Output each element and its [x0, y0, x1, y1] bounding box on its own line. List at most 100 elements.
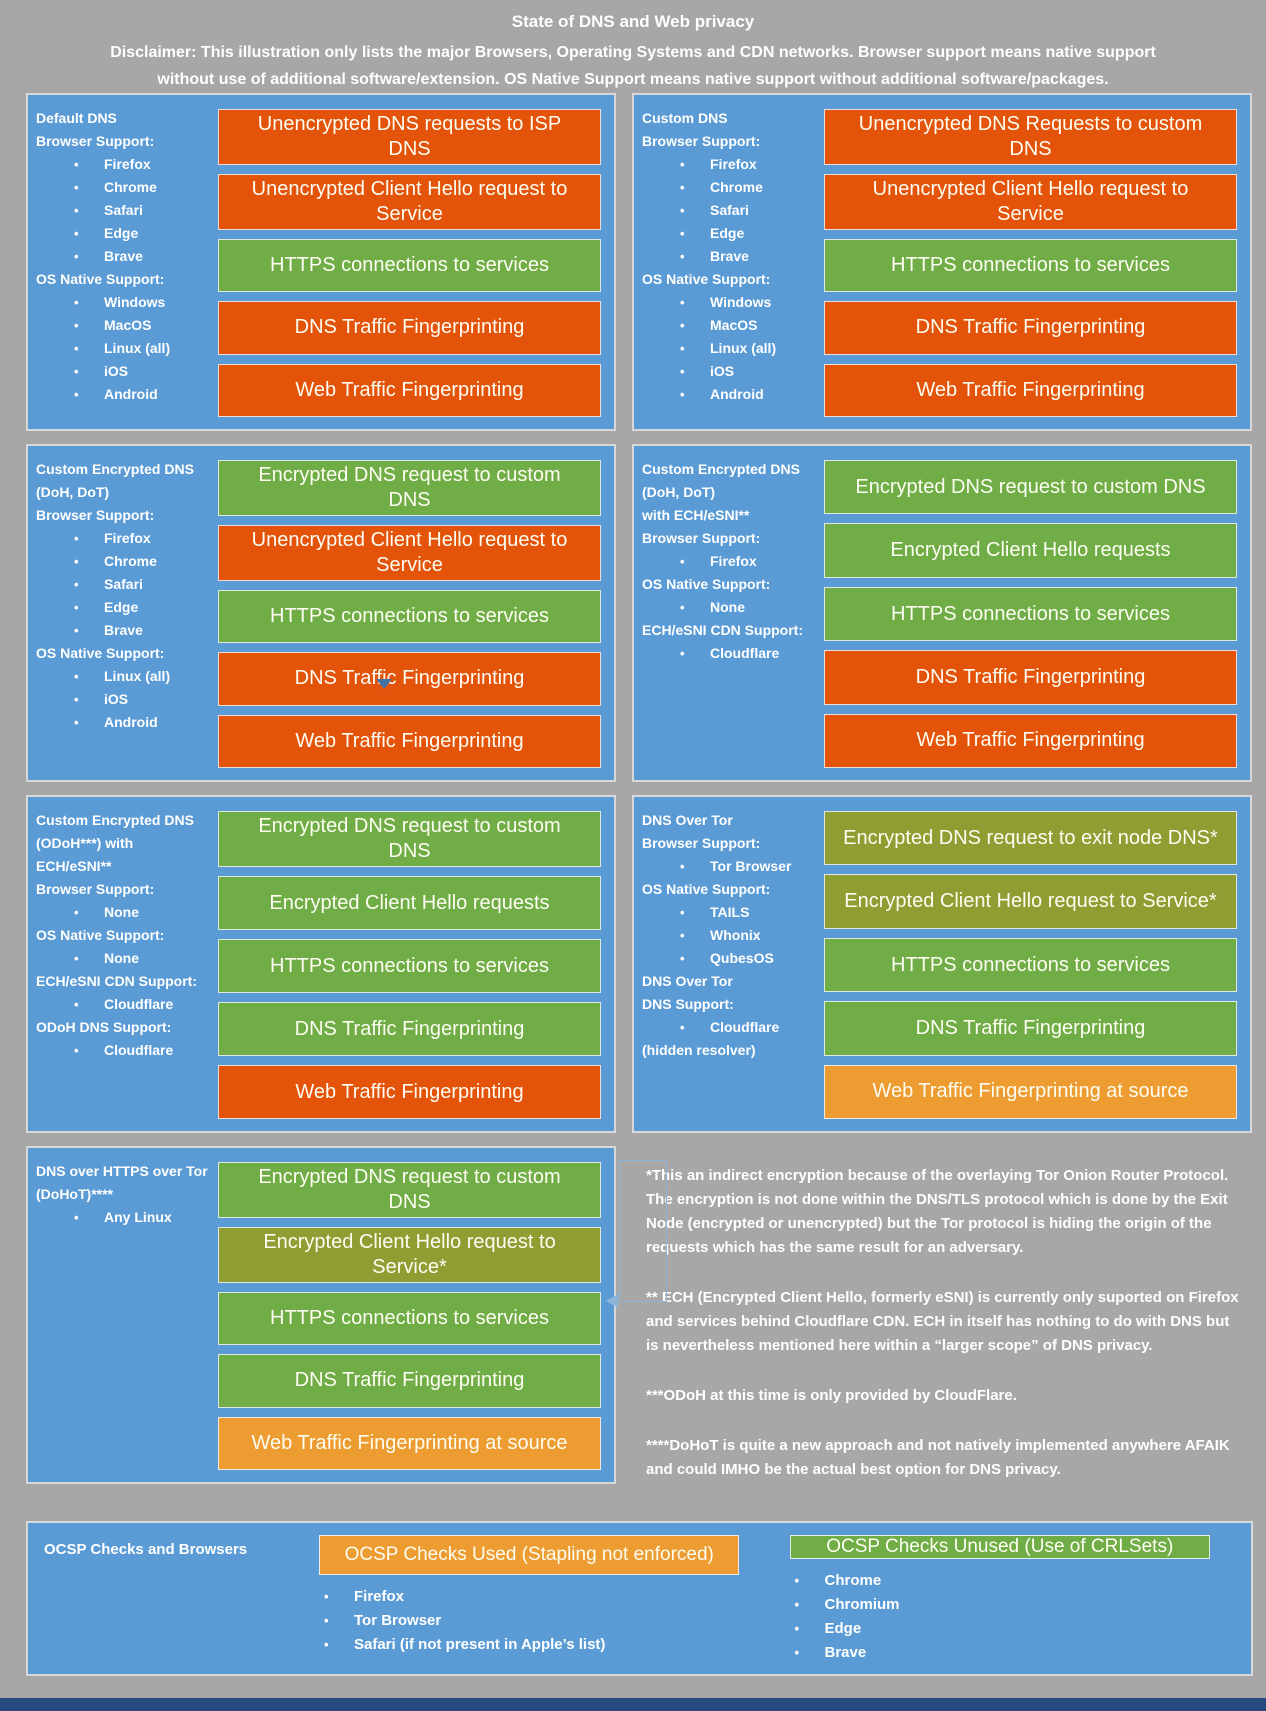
bullet-item: • Firefox — [642, 153, 824, 176]
ocsp-item-label: Brave — [824, 1644, 867, 1661]
bullet-icon: • — [74, 692, 79, 707]
status-bar-green: HTTPS connections to services — [218, 939, 601, 993]
status-bar-red: DNS Traffic Fingerprinting — [824, 301, 1237, 355]
row-3: Custom Encrypted DNS (ODoH***) with ECH/eS… — [26, 795, 1253, 1133]
bullet-item: • Android — [642, 383, 824, 406]
bullet-icon: • — [74, 203, 79, 218]
panel-bars: Encrypted DNS request to custom DNS Encry… — [218, 1156, 601, 1470]
bullet-label: Brave — [104, 622, 143, 638]
panel-heading: ODoH DNS Support: — [36, 1019, 172, 1035]
panel-heading: Browser Support: — [642, 530, 761, 546]
bullet-icon: • — [794, 1621, 800, 1636]
bullet-icon: • — [74, 554, 79, 569]
status-bar-red: Unencrypted Client Hello request to Serv… — [824, 174, 1237, 230]
bullet-item: • None — [36, 901, 218, 924]
bullet-label: Android — [710, 386, 764, 402]
panel-heading: Browser Support: — [642, 835, 761, 851]
panel-heading: OS Native Support: — [642, 271, 771, 287]
bullet-icon: • — [74, 387, 79, 402]
bullet-label: Any Linux — [104, 1209, 172, 1225]
panel-heading: DNS Over Tor — [642, 973, 733, 989]
bullet-item: • Android — [36, 383, 218, 406]
status-bar-green: Encrypted DNS request to custom DNS — [218, 460, 601, 516]
bullet-icon: • — [74, 1043, 79, 1058]
bullet-item: • Safari — [36, 199, 218, 222]
panel-label-column: Custom Encrypted DNS (DoH, DoT) Browser Su… — [36, 454, 218, 768]
bullet-icon: • — [74, 905, 79, 920]
ocsp-used-list: • Firefox • Tor Browser • Safari (if not pres… — [294, 1585, 765, 1657]
bullet-label: Edge — [104, 225, 139, 241]
bullet-icon: • — [680, 928, 685, 943]
panel-bars: Encrypted DNS request to custom DNS Unenc… — [218, 454, 601, 768]
bullet-label: Cloudflare — [104, 996, 174, 1012]
bullet-icon: • — [680, 203, 685, 218]
bullet-icon: • — [680, 554, 685, 569]
panel-heading: (ODoH***) with — [36, 835, 134, 851]
panel-heading: ECH/eSNI** — [36, 858, 112, 874]
bullet-icon: • — [680, 226, 685, 241]
ocsp-list-item: • Brave — [795, 1641, 1236, 1665]
panel-heading: OS Native Support: — [642, 881, 771, 897]
bullet-item: • Linux (all) — [36, 337, 218, 360]
footnotes: *This an indirect encryption because of … — [632, 1146, 1252, 1508]
bullet-item: • iOS — [36, 360, 218, 383]
panel-label-column: Custom DNS Browser Support: • Firefox • Chrom… — [642, 103, 824, 417]
footnote-ech: ** ECH (Encrypted Client Hello, formerly… — [646, 1289, 1239, 1354]
panel-bars: Unencrypted DNS Requests to custom DNS Un… — [824, 103, 1237, 417]
status-bar-green: Encrypted DNS request to custom DNS — [824, 460, 1237, 515]
bullet-icon: • — [74, 997, 79, 1012]
bullet-icon: • — [74, 295, 79, 310]
bullet-icon: • — [680, 249, 685, 264]
ocsp-used-column: OCSP Checks Used (Stapling not enforced)… — [294, 1533, 765, 1664]
bullet-label: Brave — [104, 248, 143, 264]
footnote-callout-arrow-icon — [606, 1294, 618, 1308]
bullet-item: • None — [642, 596, 824, 619]
panel-heading: ECH/eSNI CDN Support: — [36, 973, 197, 989]
panel-heading: (DoH, DoT) — [36, 484, 110, 500]
bullet-label: iOS — [104, 691, 129, 707]
bullet-label: QubesOS — [710, 950, 774, 966]
bullet-item: • Cloudflare — [36, 993, 218, 1016]
bullet-item: • Chrome — [642, 176, 824, 199]
bullet-icon: • — [680, 905, 685, 920]
status-bar-green: HTTPS connections to services — [218, 1292, 601, 1346]
panel-label-column: DNS Over Tor Browser Support: • Tor Browser… — [642, 805, 824, 1119]
bullet-label: Firefox — [104, 530, 151, 546]
bullet-item: • Cloudflare — [642, 642, 824, 665]
ocsp-list-item: • Chrome — [795, 1569, 1236, 1593]
panel-default-dns: Default DNS Browser Support: • Firefox • Chro… — [26, 93, 616, 431]
panel-heading: Custom DNS — [642, 110, 728, 126]
bullet-item: • iOS — [642, 360, 824, 383]
bullet-item: • QubesOS — [642, 947, 824, 970]
status-bar-amber: Web Traffic Fingerprinting at source — [824, 1064, 1237, 1120]
bullet-icon: • — [74, 577, 79, 592]
bullet-label: Edge — [710, 225, 745, 241]
panel-heading: OS Native Support: — [642, 576, 771, 592]
status-bar-green: DNS Traffic Fingerprinting — [824, 1001, 1237, 1056]
bullet-item: • Windows — [36, 291, 218, 314]
bullet-label: Safari — [104, 202, 143, 218]
bullet-label: None — [104, 904, 139, 920]
bullet-item: • Firefox — [642, 550, 824, 573]
row-2: Custom Encrypted DNS (DoH, DoT) Browser Su… — [26, 444, 1253, 782]
bullet-icon: • — [324, 1637, 329, 1652]
header: State of DNS and Web privacy Disclaimer:… — [0, 0, 1266, 93]
bottom-navy-strip — [0, 1698, 1266, 1711]
ocsp-unused-list: • Chrome • Chromium • Edge • Brave — [765, 1569, 1236, 1665]
bullet-label: Chrome — [104, 179, 157, 195]
ocsp-item-label: Tor Browser — [354, 1612, 442, 1629]
panel-custom-dns: Custom DNS Browser Support: • Firefox • Chrom… — [632, 93, 1252, 431]
bullet-label: TAILS — [710, 904, 750, 920]
bullet-item: • Firefox — [36, 527, 218, 550]
bullet-label: Brave — [710, 248, 749, 264]
bullet-item: • Linux (all) — [36, 665, 218, 688]
ocsp-item-label: Safari (if not present in Apple’s list) — [354, 1636, 606, 1653]
bullet-icon: • — [74, 249, 79, 264]
ocsp-unused-badge: OCSP Checks Unused (Use of CRLSets) — [789, 1535, 1210, 1559]
bullet-icon: • — [680, 180, 685, 195]
panel-custom-encrypted-dns-doh-dot-ech-esni: Custom Encrypted DNS (DoH, DoT) with ECH/e… — [632, 444, 1252, 782]
bullet-label: None — [710, 599, 745, 615]
bullet-icon: • — [680, 364, 685, 379]
bullet-icon: • — [74, 180, 79, 195]
